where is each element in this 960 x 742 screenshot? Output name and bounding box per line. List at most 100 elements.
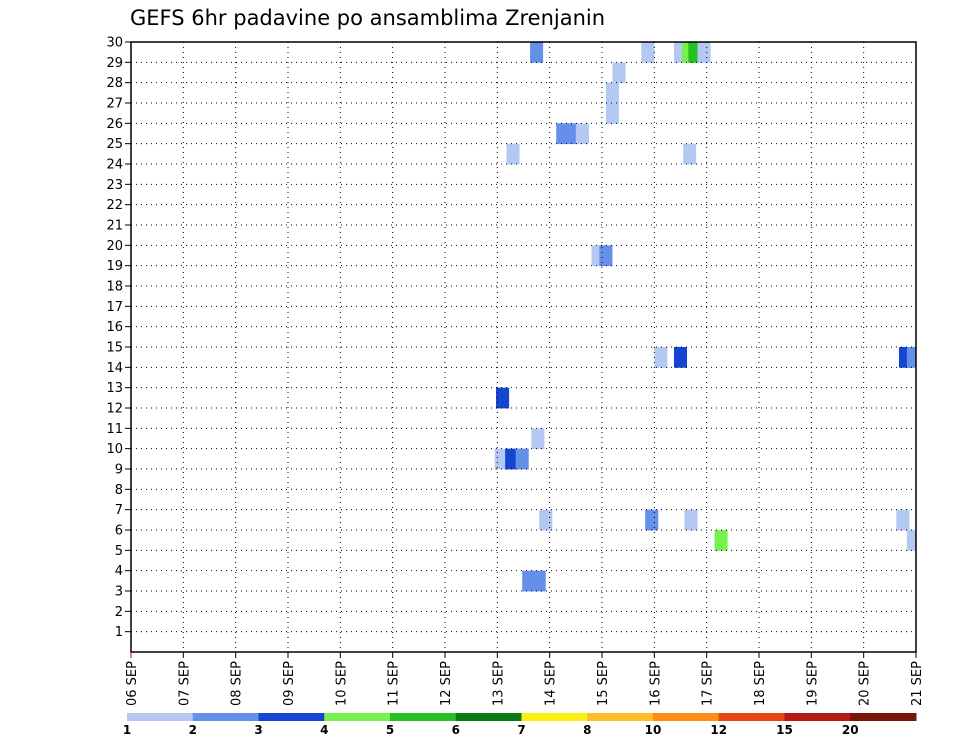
colorbar-segment [521, 713, 588, 721]
y-tick-label: 10 [106, 442, 123, 457]
y-tick-label: 27 [106, 97, 123, 112]
colorbar-label: 12 [710, 723, 727, 737]
data-cell [714, 530, 728, 551]
data-cell [505, 448, 519, 470]
y-tick-label: 22 [106, 198, 123, 213]
x-tick-label: 10 SEP [334, 661, 349, 706]
x-tick-label: 11 SEP [387, 661, 402, 706]
y-tick-label: 24 [106, 158, 123, 173]
colorbar-label: 2 [189, 723, 197, 737]
y-tick-label: 25 [106, 137, 123, 152]
x-tick-label: 07 SEP [177, 661, 192, 706]
colorbar-label: 5 [386, 723, 394, 737]
colorbar-segment [850, 713, 917, 721]
data-cell [599, 245, 613, 267]
y-tick-label: 7 [115, 503, 123, 518]
colorbar-segment [587, 713, 654, 721]
data-cell [641, 42, 655, 63]
colorbar-segment [455, 713, 522, 721]
colorbar-label: 20 [842, 723, 859, 737]
x-tick-label: 17 SEP [701, 661, 716, 706]
data-cell [673, 347, 688, 368]
colorbar-label: 7 [517, 723, 525, 737]
y-tick-label: 18 [106, 280, 123, 295]
data-cell [531, 428, 545, 450]
x-tick-label: 09 SEP [282, 661, 297, 706]
x-tick-label: 12 SEP [439, 661, 454, 706]
data-cell [906, 347, 916, 368]
y-tick-label: 19 [106, 259, 123, 274]
x-tick-label: 19 SEP [805, 661, 820, 706]
data-cell [556, 123, 570, 145]
y-tick-label: 17 [106, 300, 123, 315]
colorbar-label: 6 [452, 723, 460, 737]
data-cell [683, 143, 697, 165]
data-cell [575, 123, 589, 145]
y-tick-label: 23 [106, 178, 123, 193]
x-tick-label: 18 SEP [753, 661, 768, 706]
data-cell [494, 448, 508, 470]
x-tick-label: 15 SEP [596, 661, 611, 706]
x-tick-label: 14 SEP [544, 661, 559, 706]
y-tick-label: 8 [115, 483, 123, 498]
x-tick-label: 13 SEP [491, 661, 506, 706]
y-tick-label: 5 [115, 544, 123, 559]
colorbar-segment [258, 713, 325, 721]
data-cell [522, 570, 536, 592]
colorbar-label: 4 [320, 723, 328, 737]
y-tick-label: 11 [106, 422, 123, 437]
x-tick-label: 08 SEP [230, 661, 245, 706]
colorbar-label: 3 [254, 723, 262, 737]
data-cell [612, 62, 626, 84]
colorbar-segment [192, 713, 259, 721]
data-cell [906, 530, 916, 551]
data-cell [697, 42, 711, 63]
y-tick-label: 20 [106, 239, 123, 254]
data-cell [530, 42, 544, 63]
y-tick-label: 30 [106, 36, 123, 51]
y-tick-label: 14 [106, 361, 123, 376]
data-cell [506, 143, 520, 165]
data-cell [684, 509, 698, 531]
x-tick-label: 21 SEP [910, 661, 925, 706]
colorbar-label: 15 [776, 723, 793, 737]
colorbar-segment [653, 713, 720, 721]
colorbar-segment [784, 713, 851, 721]
data-cell [605, 103, 620, 124]
y-tick-label: 26 [106, 117, 123, 132]
data-cell [896, 509, 910, 531]
colorbar-segment [390, 713, 457, 721]
colorbar-segment [324, 713, 391, 721]
data-cell [515, 448, 529, 470]
x-tick-label: 06 SEP [125, 661, 140, 706]
data-cell [539, 509, 553, 531]
data-cell [654, 347, 668, 368]
colorbar-label: 1 [123, 723, 131, 737]
data-cell [645, 509, 659, 531]
y-tick-label: 28 [106, 76, 123, 91]
x-tick-label: 16 SEP [648, 661, 663, 706]
y-tick-label: 1 [115, 625, 123, 640]
data-cell [532, 570, 546, 592]
x-tick-label: 20 SEP [858, 661, 873, 706]
y-tick-label: 4 [115, 564, 123, 579]
y-tick-label: 21 [106, 219, 123, 234]
colorbar-segment [127, 713, 194, 721]
y-tick-label: 13 [106, 381, 123, 396]
y-tick-label: 12 [106, 402, 123, 417]
plot-frame [130, 41, 917, 653]
y-tick-label: 15 [106, 341, 123, 356]
data-cell [496, 387, 510, 409]
data-cell [605, 82, 620, 104]
colorbar-label: 8 [583, 723, 591, 737]
y-tick-label: 29 [106, 56, 123, 71]
y-tick-label: 16 [106, 320, 123, 335]
colorbar-segment [718, 713, 785, 721]
y-tick-label: 6 [115, 524, 123, 539]
chart-title: GEFS 6hr padavine po ansamblima Zrenjani… [130, 6, 606, 30]
colorbar-label: 10 [645, 723, 662, 737]
y-tick-label: 2 [115, 605, 123, 620]
y-tick-label: 3 [115, 585, 123, 600]
y-tick-label: 9 [115, 463, 123, 478]
